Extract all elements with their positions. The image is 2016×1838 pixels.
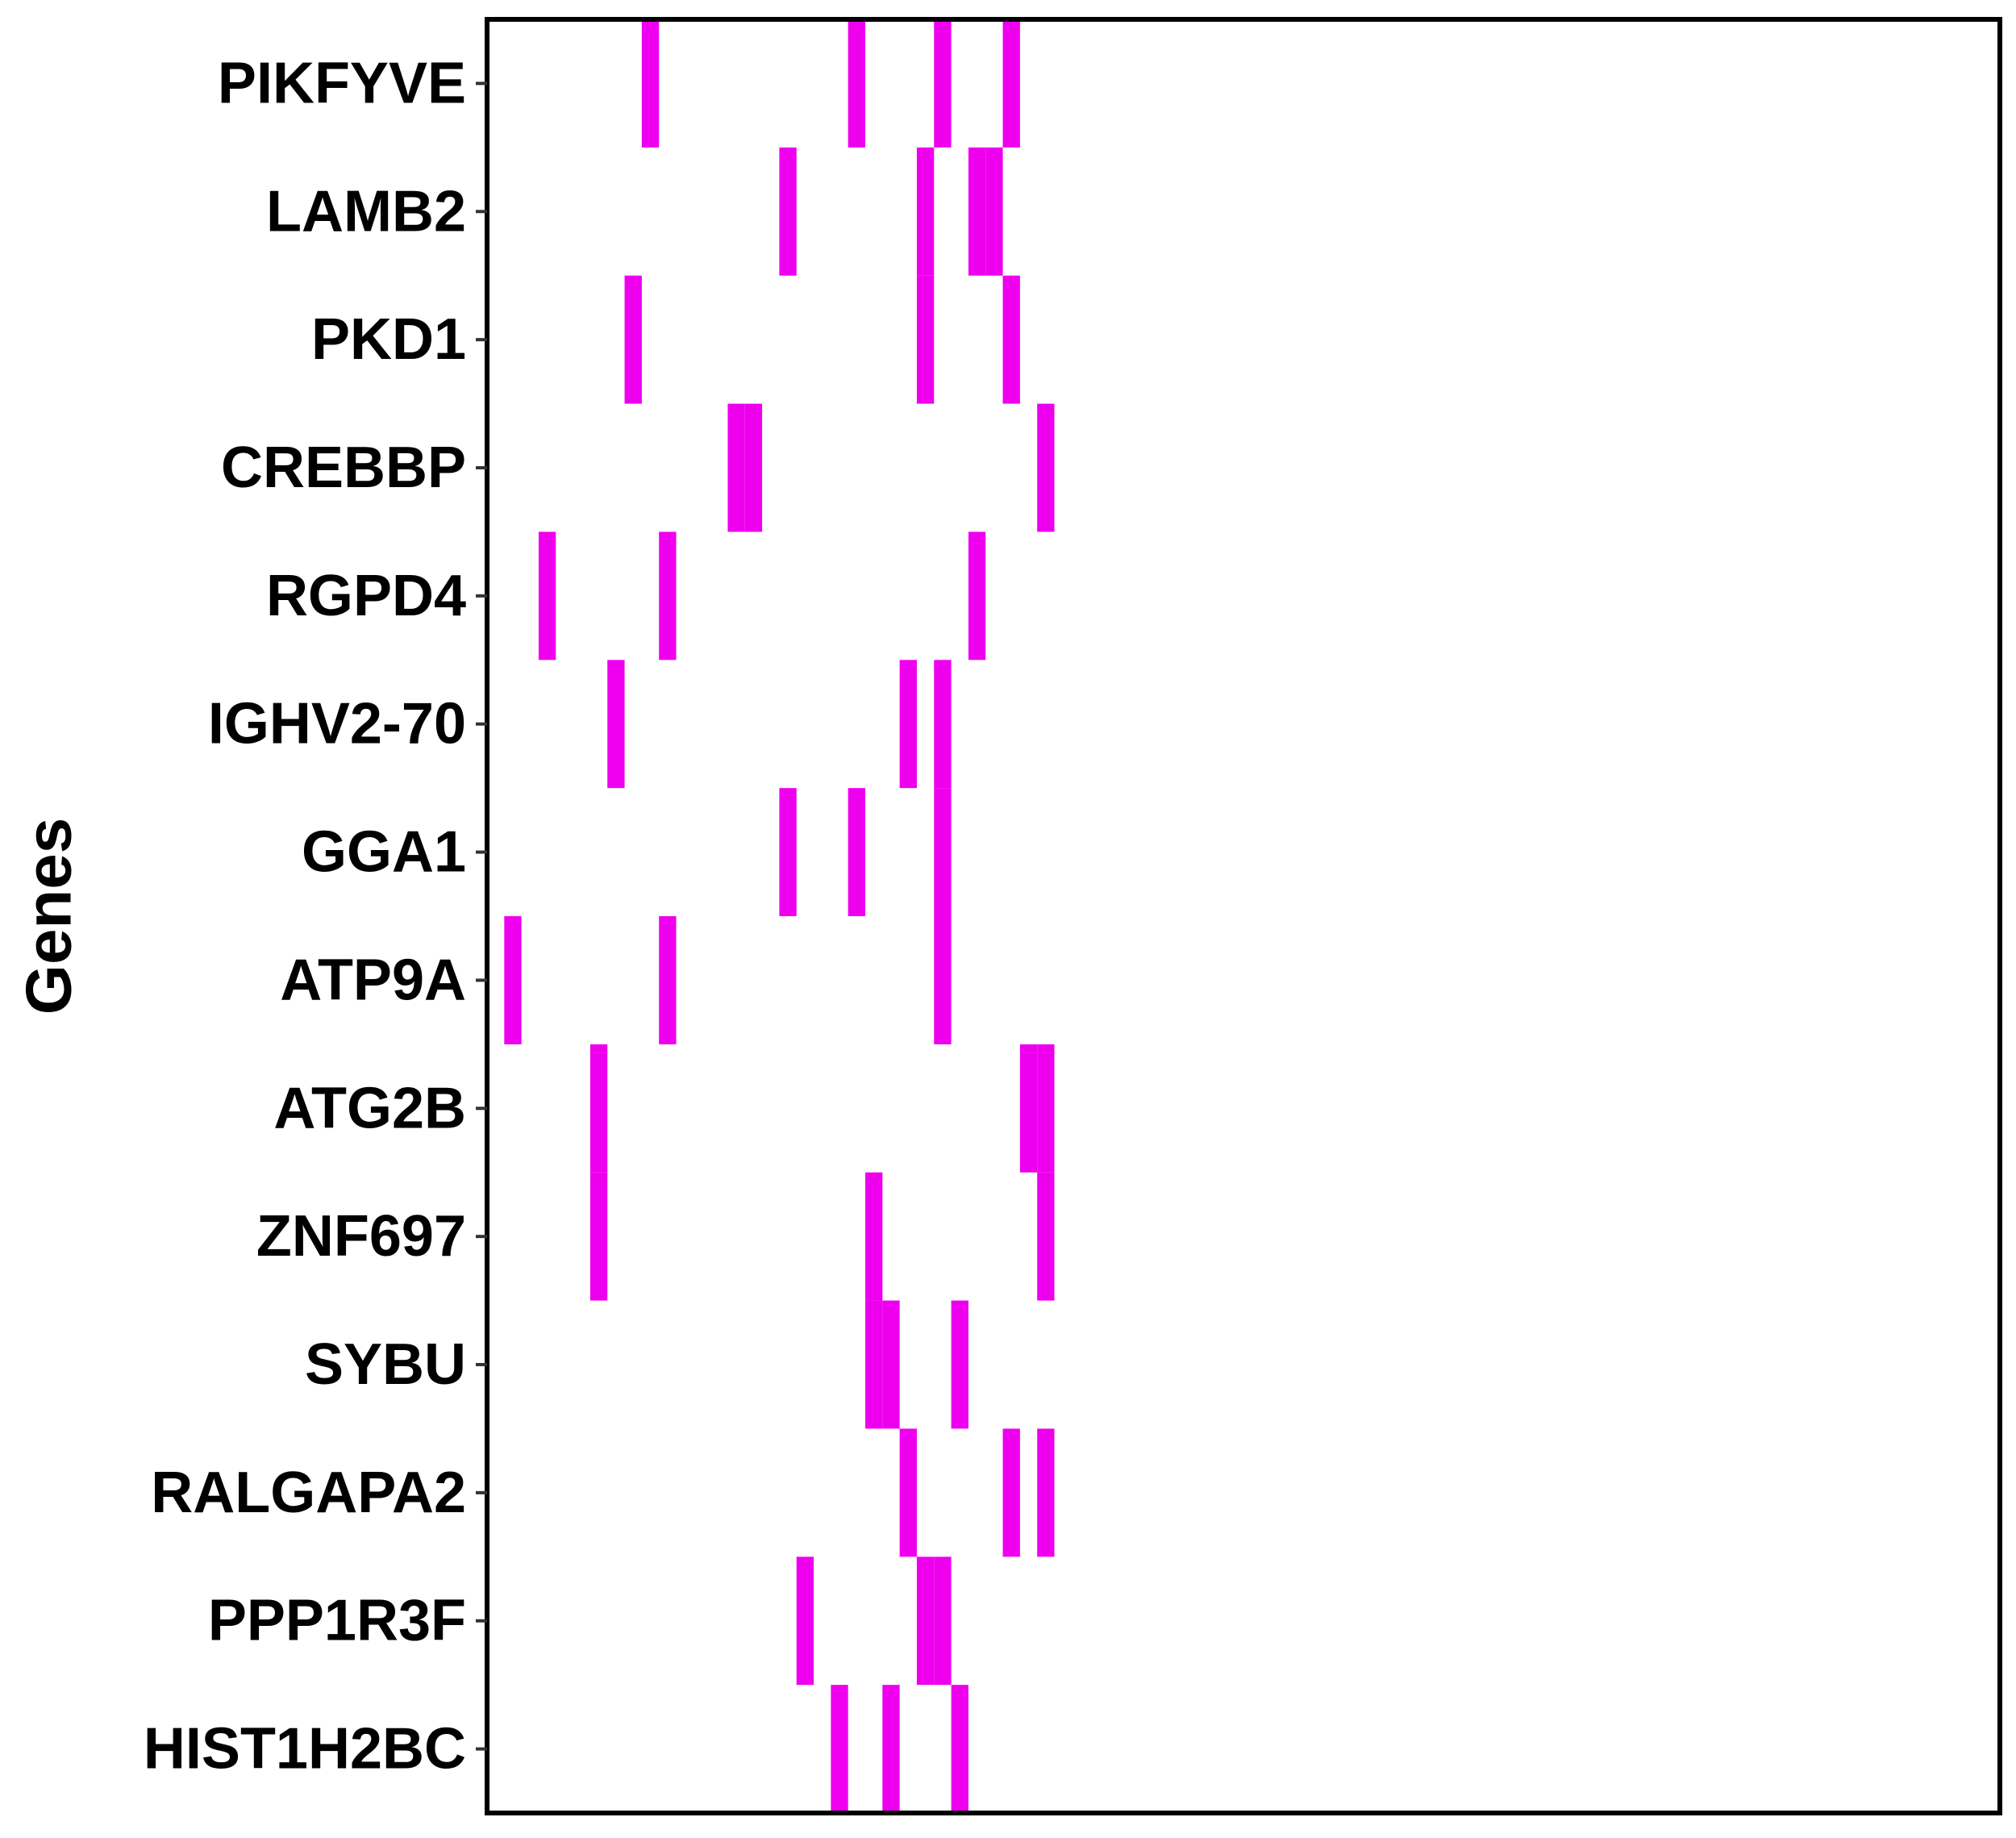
mutation-cell xyxy=(589,1044,608,1173)
mutation-cell xyxy=(779,788,797,916)
mutation-cell xyxy=(504,916,522,1044)
mutation-cell xyxy=(659,531,677,661)
mutation-cell xyxy=(1002,1428,1020,1557)
mutation-cell xyxy=(899,660,917,789)
y-axis-labels: PIKFYVE LAMB2 PKD1 CREBBP RGPD4 IGHV2-70 GGA1 A… xyxy=(144,51,466,1781)
mutation-cell xyxy=(1037,1172,1055,1301)
mutation-cell xyxy=(934,1557,952,1686)
mutation-cell xyxy=(538,531,556,661)
gene-label: LAMB2 xyxy=(266,179,466,244)
gene-label: RALGAPA2 xyxy=(151,1461,466,1525)
mutation-cell xyxy=(779,147,797,276)
mutation-cell xyxy=(796,1557,814,1686)
gene-label: CREBBP xyxy=(221,436,466,500)
mutation-cell xyxy=(1002,275,1020,404)
gene-label: SYBU xyxy=(305,1332,466,1397)
mutation-cell xyxy=(641,19,660,148)
mutation-cell xyxy=(1002,19,1020,148)
mutation-cell xyxy=(848,19,865,148)
mutation-cell xyxy=(934,788,952,916)
gene-label: PIKFYVE xyxy=(218,51,466,115)
gene-label: PPP1R3F xyxy=(208,1589,466,1653)
mutation-cell xyxy=(951,1300,968,1429)
mutation-cell xyxy=(934,660,952,789)
gene-label: HIST1H2BC xyxy=(144,1717,466,1782)
gene-label: ATP9A xyxy=(280,948,466,1012)
mutation-cell xyxy=(1037,403,1055,532)
mutation-cell xyxy=(1019,1044,1038,1173)
mutation-cell xyxy=(934,916,952,1044)
mutation-cell xyxy=(1037,1044,1055,1173)
mutation-cell xyxy=(968,531,986,661)
gene-label: IGHV2-70 xyxy=(208,692,466,756)
mutation-cell xyxy=(1037,1428,1055,1557)
mutation-cell xyxy=(744,403,763,532)
mutation-cell xyxy=(848,788,865,916)
gene-label: GGA1 xyxy=(302,820,466,885)
mutation-cell xyxy=(916,275,935,404)
y-axis-title: Genes xyxy=(13,818,85,1015)
mutation-cell xyxy=(968,147,986,276)
gene-label: PKD1 xyxy=(311,307,466,372)
gene-label: RGPD4 xyxy=(266,564,466,628)
mutation-cell xyxy=(882,1685,900,1813)
mutation-cell xyxy=(916,1557,935,1686)
mutation-cell xyxy=(659,916,677,1044)
mutation-cell xyxy=(916,147,935,276)
mutation-cell xyxy=(882,1300,900,1429)
gene-label: ZNF697 xyxy=(256,1204,466,1269)
mutation-cell xyxy=(727,403,745,532)
mutation-cell xyxy=(934,19,952,148)
mutation-cell xyxy=(831,1685,848,1813)
plot-frame xyxy=(485,17,2002,1815)
mutation-cell xyxy=(865,1300,883,1429)
mutation-cell xyxy=(985,147,1003,276)
mutation-cell xyxy=(899,1428,917,1557)
mutation-cells xyxy=(504,19,1055,1813)
mutation-cell xyxy=(951,1685,968,1813)
mutation-cell xyxy=(865,1172,883,1301)
mutation-cell xyxy=(607,660,625,789)
mutation-cell xyxy=(589,1172,608,1301)
gene-label: ATG2B xyxy=(273,1076,466,1140)
mutation-cell xyxy=(624,275,642,404)
y-axis-ticks xyxy=(476,81,487,1751)
